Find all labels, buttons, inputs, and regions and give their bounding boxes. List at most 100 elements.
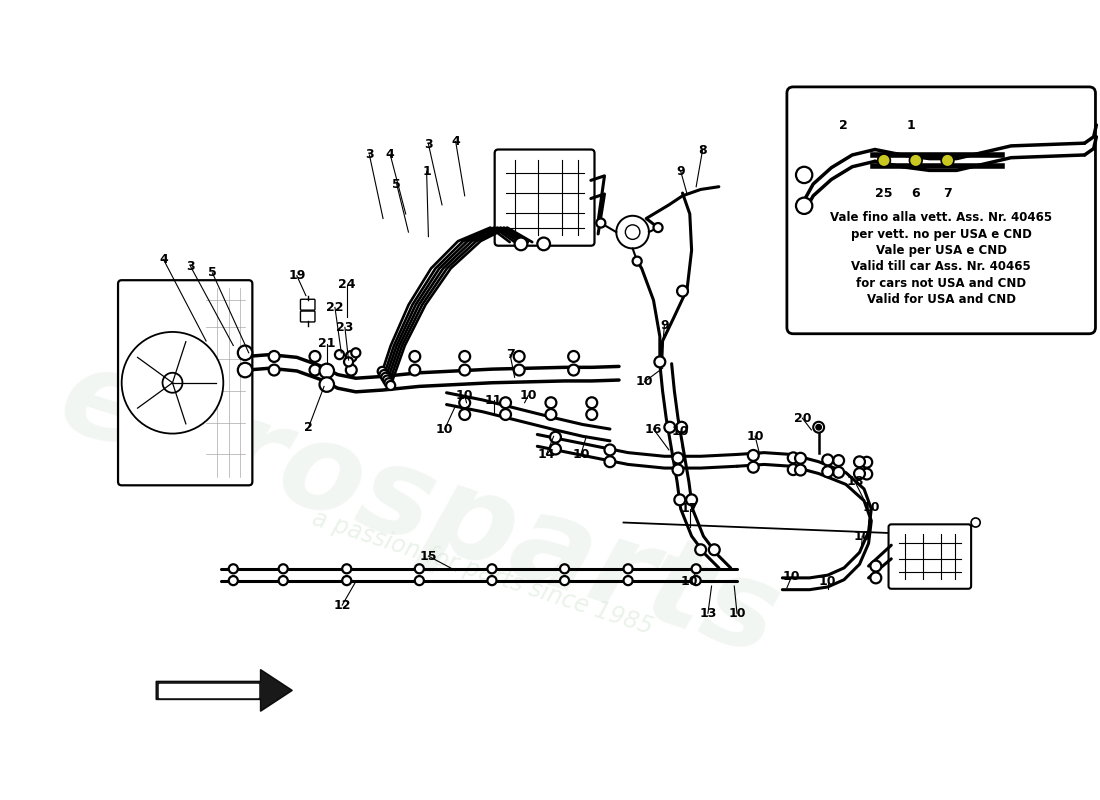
Circle shape <box>833 467 844 478</box>
Circle shape <box>569 351 579 362</box>
Circle shape <box>122 332 223 434</box>
Text: 10: 10 <box>783 570 800 583</box>
Circle shape <box>861 457 872 468</box>
Text: 10: 10 <box>672 426 690 438</box>
Circle shape <box>686 494 697 506</box>
Text: 2: 2 <box>305 421 314 434</box>
Circle shape <box>816 425 822 430</box>
Text: 11: 11 <box>485 394 503 406</box>
Circle shape <box>624 576 632 585</box>
Text: 3: 3 <box>365 149 374 162</box>
Circle shape <box>942 154 954 166</box>
FancyBboxPatch shape <box>889 524 971 589</box>
Polygon shape <box>158 684 257 697</box>
Circle shape <box>823 466 833 477</box>
FancyBboxPatch shape <box>786 87 1096 334</box>
Circle shape <box>878 154 890 166</box>
Circle shape <box>854 456 865 467</box>
Text: Vale per USA e CND: Vale per USA e CND <box>876 244 1006 257</box>
Circle shape <box>319 364 334 378</box>
Circle shape <box>550 443 561 454</box>
Circle shape <box>342 576 351 585</box>
Circle shape <box>460 398 470 408</box>
Text: Valid till car Ass. Nr. 40465: Valid till car Ass. Nr. 40465 <box>851 260 1031 274</box>
Circle shape <box>514 365 525 375</box>
Circle shape <box>487 576 496 585</box>
Text: 7: 7 <box>506 348 515 361</box>
Circle shape <box>344 358 353 366</box>
Text: 10: 10 <box>681 575 698 588</box>
Text: 25: 25 <box>876 186 893 199</box>
Text: 10: 10 <box>728 606 746 620</box>
Circle shape <box>238 362 252 378</box>
Circle shape <box>678 286 688 297</box>
Circle shape <box>861 469 872 479</box>
Circle shape <box>460 365 470 375</box>
Text: 10: 10 <box>854 530 871 542</box>
Circle shape <box>415 564 424 574</box>
Circle shape <box>795 465 806 475</box>
Circle shape <box>319 378 334 392</box>
Text: 9: 9 <box>660 319 669 332</box>
Circle shape <box>672 465 683 475</box>
Circle shape <box>624 564 632 574</box>
Circle shape <box>546 398 557 408</box>
FancyBboxPatch shape <box>300 299 315 310</box>
Circle shape <box>278 576 288 585</box>
Circle shape <box>654 357 666 367</box>
Circle shape <box>748 450 759 461</box>
Circle shape <box>500 398 512 408</box>
Circle shape <box>616 216 649 249</box>
Text: 5: 5 <box>208 266 217 279</box>
Text: 19: 19 <box>288 269 306 282</box>
Text: a passion for parts since 1985: a passion for parts since 1985 <box>309 506 657 639</box>
Circle shape <box>386 381 395 390</box>
Text: 23: 23 <box>337 321 353 334</box>
Text: per vett. no per USA e CND: per vett. no per USA e CND <box>850 227 1032 241</box>
Circle shape <box>672 453 683 463</box>
Circle shape <box>813 422 824 433</box>
Text: 3: 3 <box>425 138 432 150</box>
Circle shape <box>409 351 420 362</box>
Text: 10: 10 <box>572 448 590 461</box>
Circle shape <box>383 375 392 385</box>
Circle shape <box>674 494 685 506</box>
Circle shape <box>586 398 597 408</box>
Circle shape <box>748 462 759 473</box>
Text: 24: 24 <box>338 278 355 291</box>
Text: 22: 22 <box>327 301 343 314</box>
Circle shape <box>345 365 356 375</box>
Circle shape <box>238 346 252 360</box>
Text: 10: 10 <box>636 375 653 388</box>
Text: 17: 17 <box>681 502 698 515</box>
Circle shape <box>596 218 605 227</box>
FancyBboxPatch shape <box>118 280 252 486</box>
Text: 2: 2 <box>839 118 847 131</box>
Text: 7: 7 <box>943 186 951 199</box>
Text: 10: 10 <box>436 422 453 435</box>
Circle shape <box>163 373 183 393</box>
Circle shape <box>515 238 527 250</box>
Circle shape <box>676 422 688 433</box>
Text: 3: 3 <box>186 260 195 273</box>
Text: 4: 4 <box>386 149 395 162</box>
Text: 10: 10 <box>747 430 763 443</box>
Circle shape <box>377 367 387 376</box>
Text: 1: 1 <box>906 118 915 131</box>
Text: 20: 20 <box>793 412 811 425</box>
Circle shape <box>385 378 394 387</box>
Text: 4: 4 <box>451 135 460 148</box>
Circle shape <box>971 518 980 527</box>
Circle shape <box>342 564 351 574</box>
Circle shape <box>870 573 881 583</box>
Circle shape <box>268 351 279 362</box>
Text: 10: 10 <box>519 389 537 402</box>
Text: Valid for USA and CND: Valid for USA and CND <box>867 293 1015 306</box>
Circle shape <box>788 452 799 463</box>
Text: 10: 10 <box>820 575 836 588</box>
Circle shape <box>586 409 597 420</box>
Circle shape <box>351 348 361 358</box>
Circle shape <box>409 365 420 375</box>
Text: 18: 18 <box>846 475 864 488</box>
Circle shape <box>460 409 470 420</box>
